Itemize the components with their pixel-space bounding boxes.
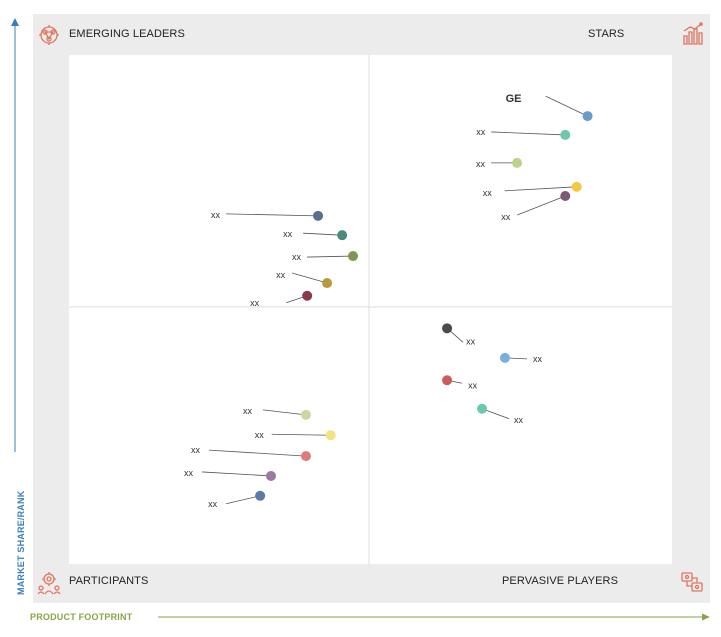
company-point[interactable] bbox=[560, 129, 571, 140]
company-point[interactable] bbox=[322, 278, 333, 289]
company-label: xx bbox=[243, 406, 253, 416]
leader-line bbox=[545, 95, 588, 117]
brain-network-icon bbox=[39, 25, 59, 45]
company-label: xx bbox=[466, 336, 476, 346]
leader-line bbox=[271, 433, 331, 436]
company-point[interactable] bbox=[442, 323, 453, 334]
company-label: xx bbox=[211, 210, 221, 220]
leader-line bbox=[504, 186, 577, 192]
team-gear-icon bbox=[37, 572, 61, 595]
y-axis-label: MARKET SHARE/RANK bbox=[16, 490, 26, 595]
company-point[interactable] bbox=[300, 451, 311, 462]
company-label: xx bbox=[468, 380, 478, 390]
company-label: xx bbox=[191, 445, 201, 455]
company-point[interactable] bbox=[337, 230, 348, 241]
company-label: xx bbox=[276, 270, 286, 280]
leader-line bbox=[226, 495, 261, 505]
network-devices-icon bbox=[681, 572, 703, 592]
leader-line bbox=[201, 471, 272, 477]
plot-background bbox=[69, 55, 672, 564]
company-label: xx bbox=[483, 188, 493, 198]
bar-chart-growth-icon bbox=[683, 22, 703, 45]
company-point[interactable] bbox=[582, 111, 593, 122]
leader-line bbox=[517, 195, 566, 216]
company-point[interactable] bbox=[512, 157, 523, 168]
leader-line bbox=[491, 131, 566, 136]
y-axis-arrow bbox=[11, 18, 19, 452]
x-axis-label: PRODUCT FOOTPRINT bbox=[30, 612, 133, 622]
company-point[interactable] bbox=[477, 403, 488, 414]
quadrant-label-emerging-leaders: EMERGING LEADERS bbox=[69, 28, 185, 40]
company-point[interactable] bbox=[499, 352, 510, 363]
company-label: GE bbox=[506, 93, 522, 105]
leader-line bbox=[226, 213, 319, 217]
company-label: xx bbox=[283, 229, 293, 239]
company-label: xx bbox=[501, 212, 511, 222]
company-point[interactable] bbox=[300, 409, 311, 420]
company-point[interactable] bbox=[255, 490, 266, 501]
quadrant-label-pervasive-players: PERVASIVE PLAYERS bbox=[502, 575, 619, 587]
company-label: xx bbox=[250, 298, 260, 308]
leader-line bbox=[262, 409, 307, 416]
x-axis-arrow bbox=[158, 613, 710, 621]
leader-line bbox=[307, 255, 354, 258]
company-point[interactable] bbox=[560, 190, 571, 201]
company-label: xx bbox=[255, 430, 265, 440]
quadrant-label-participants: PARTICIPANTS bbox=[69, 575, 149, 587]
company-point[interactable] bbox=[302, 290, 313, 301]
company-point[interactable] bbox=[442, 375, 453, 386]
company-label: xx bbox=[184, 468, 194, 478]
company-point[interactable] bbox=[313, 210, 324, 221]
company-label: xx bbox=[208, 499, 218, 509]
company-point[interactable] bbox=[571, 181, 582, 192]
leader-line bbox=[291, 272, 328, 284]
company-label: xx bbox=[533, 354, 543, 364]
quadrant-label-stars: STARS bbox=[588, 28, 625, 40]
company-label: xx bbox=[476, 127, 486, 137]
leader-line bbox=[303, 232, 343, 236]
company-point[interactable] bbox=[348, 251, 359, 262]
company-label: xx bbox=[514, 415, 524, 425]
company-point[interactable] bbox=[325, 430, 336, 441]
company-label: xx bbox=[292, 252, 302, 262]
company-label: xx bbox=[476, 159, 486, 169]
leader-line bbox=[208, 449, 307, 457]
company-point[interactable] bbox=[266, 470, 277, 481]
